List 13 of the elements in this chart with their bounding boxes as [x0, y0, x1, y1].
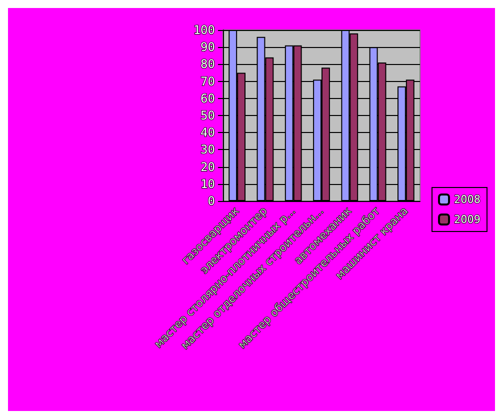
y-tick-label: 60 [200, 91, 215, 106]
y-tick-label: 30 [200, 142, 215, 157]
y-tick-label: 50 [200, 108, 215, 122]
y-tick-label: 90 [200, 40, 215, 54]
y-tick-label: 10 [200, 176, 215, 191]
y-tick-label: 0 [208, 194, 215, 208]
y-tick-label: 80 [200, 57, 215, 72]
legend-label: 2009 [454, 213, 481, 226]
y-tick-label: 20 [200, 160, 215, 174]
y-tick-label: 70 [200, 74, 215, 88]
y-tick-label: 40 [200, 126, 215, 140]
legend-label: 2008 [454, 193, 481, 206]
y-tick-label: 100 [193, 23, 215, 37]
